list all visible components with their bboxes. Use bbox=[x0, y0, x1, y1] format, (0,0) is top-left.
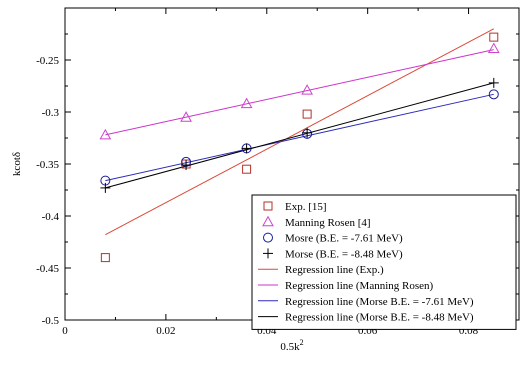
legend-symbol bbox=[263, 248, 273, 259]
data-point-triangle bbox=[99, 128, 112, 140]
data-point-triangle bbox=[180, 111, 192, 122]
data-point-circle bbox=[488, 89, 499, 100]
legend-label: Exp. [15] bbox=[285, 201, 327, 213]
y-tick-label: -0.35 bbox=[36, 159, 59, 171]
data-point-triangle bbox=[487, 42, 500, 54]
legend-label: Morse (B.E. = -8.48 MeV) bbox=[285, 248, 403, 260]
data-point-plus bbox=[302, 127, 313, 138]
regression-line bbox=[105, 49, 494, 136]
data-point-triangle bbox=[301, 84, 313, 95]
point-series bbox=[100, 32, 499, 263]
x-tick-label: 0.02 bbox=[156, 325, 175, 337]
data-point-square bbox=[489, 32, 499, 42]
data-point-plus bbox=[181, 160, 192, 171]
data-point-square bbox=[302, 109, 312, 119]
legend-symbol bbox=[262, 215, 274, 227]
legend-label: Manning Rosen [4] bbox=[285, 217, 371, 229]
legend-box bbox=[251, 194, 517, 330]
y-tick-label: -0.45 bbox=[36, 263, 59, 275]
data-point-square bbox=[100, 253, 110, 263]
data-point-plus bbox=[100, 182, 111, 193]
legend-label: Regression line (Exp.) bbox=[285, 264, 384, 276]
legend: Exp. [15] Manning Rosen [4] Mosre (B.E. = … bbox=[251, 194, 517, 330]
point-series bbox=[100, 77, 499, 193]
series-layer bbox=[99, 28, 500, 263]
regression-line bbox=[105, 82, 494, 189]
legend-label: Regression line (Morse B.E. = -8.48 MeV) bbox=[285, 312, 474, 324]
regression-line bbox=[105, 28, 495, 236]
y-tick-label: -0.5 bbox=[42, 315, 60, 327]
regression-line bbox=[105, 93, 494, 182]
legend-symbol bbox=[263, 201, 273, 211]
legend-label: Mosre (B.E. = -7.61 MeV) bbox=[285, 233, 403, 245]
data-point-square bbox=[242, 164, 252, 174]
y-tick-label: -0.4 bbox=[42, 211, 60, 223]
x-axis-title: 0.5k2 bbox=[280, 338, 303, 353]
legend-symbol bbox=[263, 232, 273, 243]
data-point-plus bbox=[241, 143, 252, 154]
y-tick-label: -0.3 bbox=[42, 107, 60, 119]
legend-label: Regression line (Manning Rosen) bbox=[285, 280, 434, 292]
legend-label: Regression line (Morse B.E. = -7.61 MeV) bbox=[285, 296, 474, 308]
y-axis-title: kcotδ bbox=[11, 152, 23, 176]
data-point-triangle bbox=[240, 97, 253, 109]
point-series bbox=[99, 42, 500, 140]
x-tick-label: 0 bbox=[62, 325, 68, 337]
y-tick-label: -0.25 bbox=[36, 55, 59, 67]
data-point-plus bbox=[488, 77, 499, 88]
